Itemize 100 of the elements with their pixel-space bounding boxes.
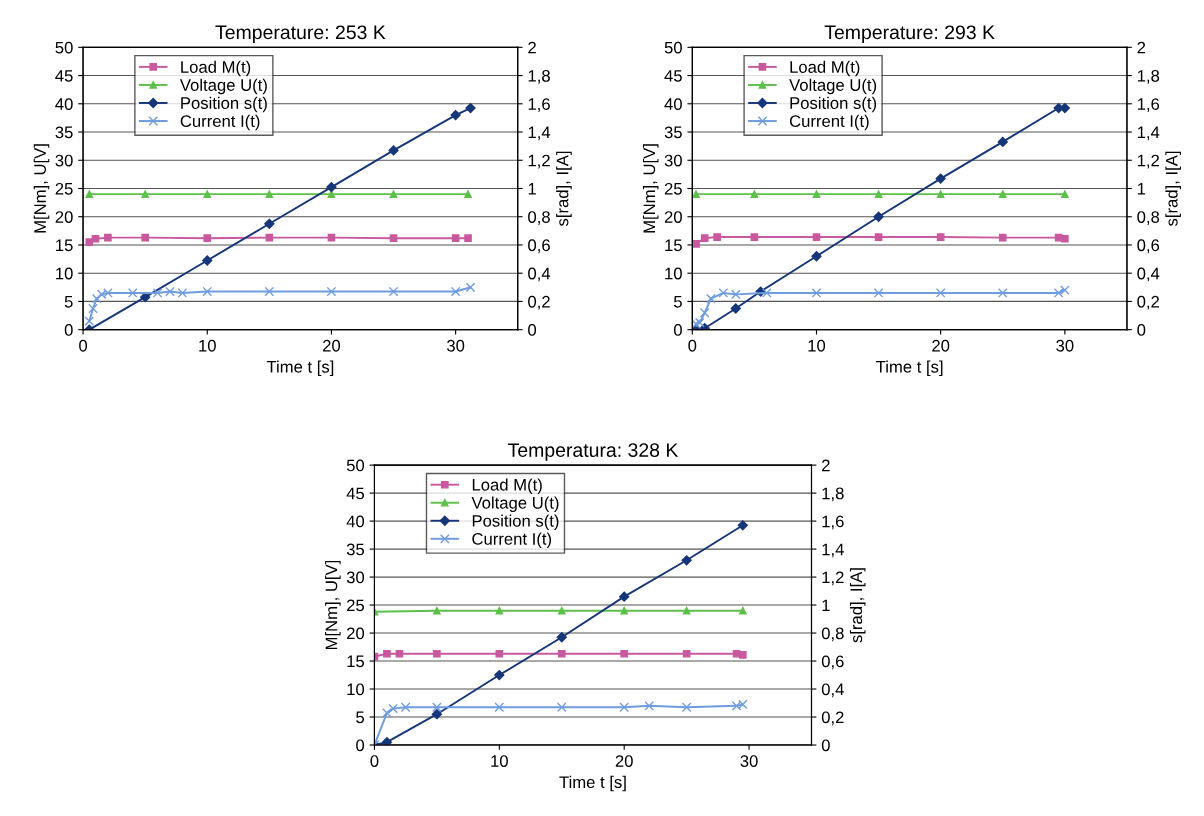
point (451, 234, 460, 243)
point (750, 190, 759, 198)
y2-tick-label: 2 (528, 41, 536, 54)
y-tick-label: 5 (673, 296, 682, 308)
y-tick-label: 30 (55, 154, 73, 167)
point (264, 286, 275, 297)
point (383, 649, 391, 658)
point (433, 649, 441, 658)
point (494, 669, 505, 681)
point (692, 319, 701, 329)
point (556, 632, 567, 643)
point (620, 606, 629, 615)
legend-label: Position s(t) (181, 96, 267, 113)
point (620, 649, 629, 658)
y-tick-label: 15 (56, 239, 73, 252)
y2-tick-label: 1 (528, 183, 536, 195)
point (1061, 190, 1069, 198)
y-tick-label: 50 (55, 41, 73, 54)
y-axis-title: M[Nm], U[V] (325, 560, 341, 650)
point (464, 190, 472, 198)
point (737, 520, 748, 531)
y-tick-label: 20 (55, 211, 73, 223)
y2-axis-title: s[rad], I[A] (556, 151, 572, 227)
point (998, 233, 1007, 242)
point (85, 190, 94, 198)
point (382, 707, 392, 718)
y2-tick-label: 1,6 (1137, 98, 1160, 112)
y-tick-label: 35 (55, 126, 73, 139)
y-tick-label: 20 (664, 211, 682, 223)
legend-label: Load M(t) (181, 60, 251, 77)
y-tick-label: 10 (56, 267, 73, 280)
point (91, 234, 100, 243)
legend-label: Position s(t) (790, 96, 877, 113)
point (388, 703, 399, 714)
point (431, 709, 442, 720)
point (432, 702, 442, 713)
point (165, 286, 175, 297)
y-tick-label: 5 (356, 711, 365, 724)
y2-tick-label: 0,8 (1137, 211, 1160, 225)
x-tick-label: 10 (808, 339, 826, 352)
point (718, 288, 729, 298)
point (152, 288, 163, 298)
point (141, 233, 149, 242)
y-axis-title: M[Nm], U[V] (642, 144, 659, 233)
point (761, 288, 772, 298)
y-tick-label: 45 (664, 70, 682, 82)
point (874, 233, 883, 241)
y-tick-label: 45 (346, 487, 365, 500)
y-tick-label: 50 (346, 459, 365, 472)
y2-tick-label: 0,6 (821, 655, 844, 670)
point (730, 303, 741, 314)
y2-tick-label: 1,2 (528, 154, 550, 169)
point (997, 288, 1008, 298)
point (874, 190, 883, 198)
point (619, 591, 630, 602)
y2-tick-label: 0,8 (528, 211, 550, 225)
point (88, 303, 98, 314)
point (811, 251, 822, 262)
y2-tick-label: 1 (1137, 183, 1146, 195)
point (713, 233, 721, 241)
point (177, 288, 188, 298)
point (738, 606, 747, 615)
x-tick-label: 10 (199, 339, 216, 352)
y2-tick-label: 0,6 (528, 239, 550, 254)
y2-tick-label: 1,6 (822, 515, 844, 530)
point (91, 293, 102, 304)
point (681, 702, 692, 713)
point (433, 606, 441, 615)
x-axis-title: Time t [s] (266, 360, 334, 377)
point (203, 190, 212, 198)
point (450, 109, 461, 121)
point (141, 190, 149, 198)
y2-tick-label: 2 (1137, 41, 1146, 54)
x-tick-label: 30 (447, 339, 465, 352)
point (381, 737, 393, 746)
x-tick-label: 20 (323, 339, 341, 352)
point (936, 233, 945, 241)
y2-tick-label: 2 (822, 459, 830, 472)
y-tick-label: 10 (665, 267, 682, 280)
point (811, 288, 822, 298)
y2-tick-label: 0,8 (821, 627, 844, 642)
point (700, 234, 709, 243)
y-tick-label: 35 (664, 126, 682, 139)
y2-tick-label: 1,2 (1137, 154, 1159, 169)
x-axis-title: Time t [s] (559, 775, 626, 792)
y2-tick-label: 1,6 (528, 98, 550, 112)
chart-title: Temperature: 293 K (824, 25, 995, 44)
point (400, 702, 411, 713)
y2-tick-label: 0,2 (1137, 295, 1159, 310)
legend-label: Current I(t) (472, 532, 552, 549)
x-tick-label: 30 (740, 755, 758, 767)
y2-tick-label: 1,4 (822, 543, 844, 558)
y-tick-label: 45 (55, 70, 73, 82)
point (84, 316, 95, 327)
point (264, 218, 275, 229)
point (494, 702, 505, 713)
point (557, 606, 566, 615)
point (327, 190, 336, 198)
y2-tick-label: 0,6 (1137, 239, 1160, 254)
point (1059, 285, 1070, 295)
